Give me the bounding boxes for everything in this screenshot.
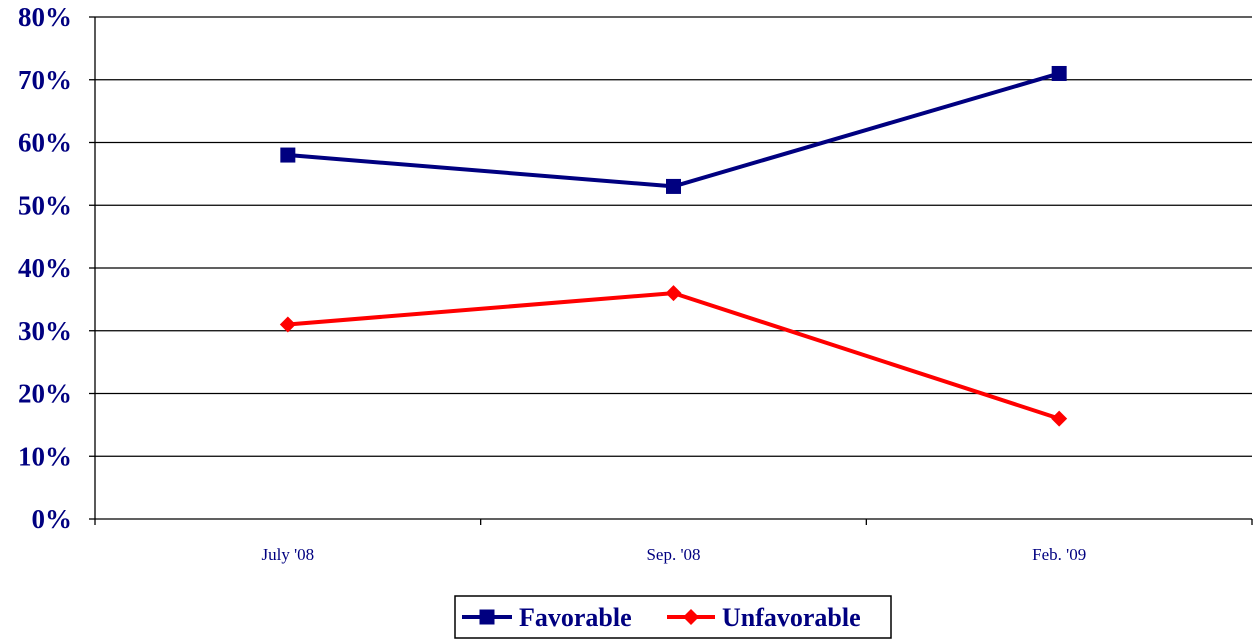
legend: Favorable Unfavorable bbox=[454, 595, 892, 639]
data-point bbox=[666, 178, 681, 194]
y-tick-label: 80% bbox=[18, 2, 72, 32]
y-tick-label: 40% bbox=[18, 253, 72, 283]
y-tick-label: 30% bbox=[18, 316, 72, 346]
y-axis-ticks: 0% 10% 20% 30% 40% 50% 60% 70% 80% bbox=[18, 2, 95, 534]
y-tick-label: 20% bbox=[18, 379, 72, 409]
x-axis-ticks: July '08 Sep. '08 Feb. '09 bbox=[94, 519, 1253, 564]
series-line bbox=[287, 71, 1060, 189]
y-tick-label: 50% bbox=[18, 190, 72, 220]
data-point bbox=[665, 285, 682, 302]
legend-entry-unfavorable: Unfavorable bbox=[667, 603, 861, 632]
legend-marker bbox=[479, 609, 495, 625]
y-tick-label: 10% bbox=[18, 441, 72, 471]
x-tick-label: Feb. '09 bbox=[1032, 545, 1086, 564]
legend-entry-favorable: Favorable bbox=[462, 603, 632, 632]
legend-label: Unfavorable bbox=[722, 603, 861, 632]
series-unfavorable bbox=[279, 285, 1068, 427]
y-tick-label: 0% bbox=[32, 504, 73, 534]
legend-marker bbox=[683, 609, 699, 625]
legend-label: Favorable bbox=[519, 603, 632, 632]
series-group bbox=[279, 65, 1068, 427]
x-tick-label: Sep. '08 bbox=[646, 545, 700, 564]
data-point bbox=[1051, 410, 1068, 427]
y-tick-label: 70% bbox=[18, 65, 72, 95]
data-point bbox=[280, 147, 296, 163]
series-line bbox=[287, 291, 1060, 421]
data-point bbox=[279, 316, 296, 333]
y-tick-label: 60% bbox=[18, 128, 72, 158]
gridlines bbox=[95, 16, 1252, 457]
data-point bbox=[1051, 65, 1067, 81]
x-tick-label: July '08 bbox=[262, 545, 315, 564]
series-favorable bbox=[280, 65, 1067, 194]
